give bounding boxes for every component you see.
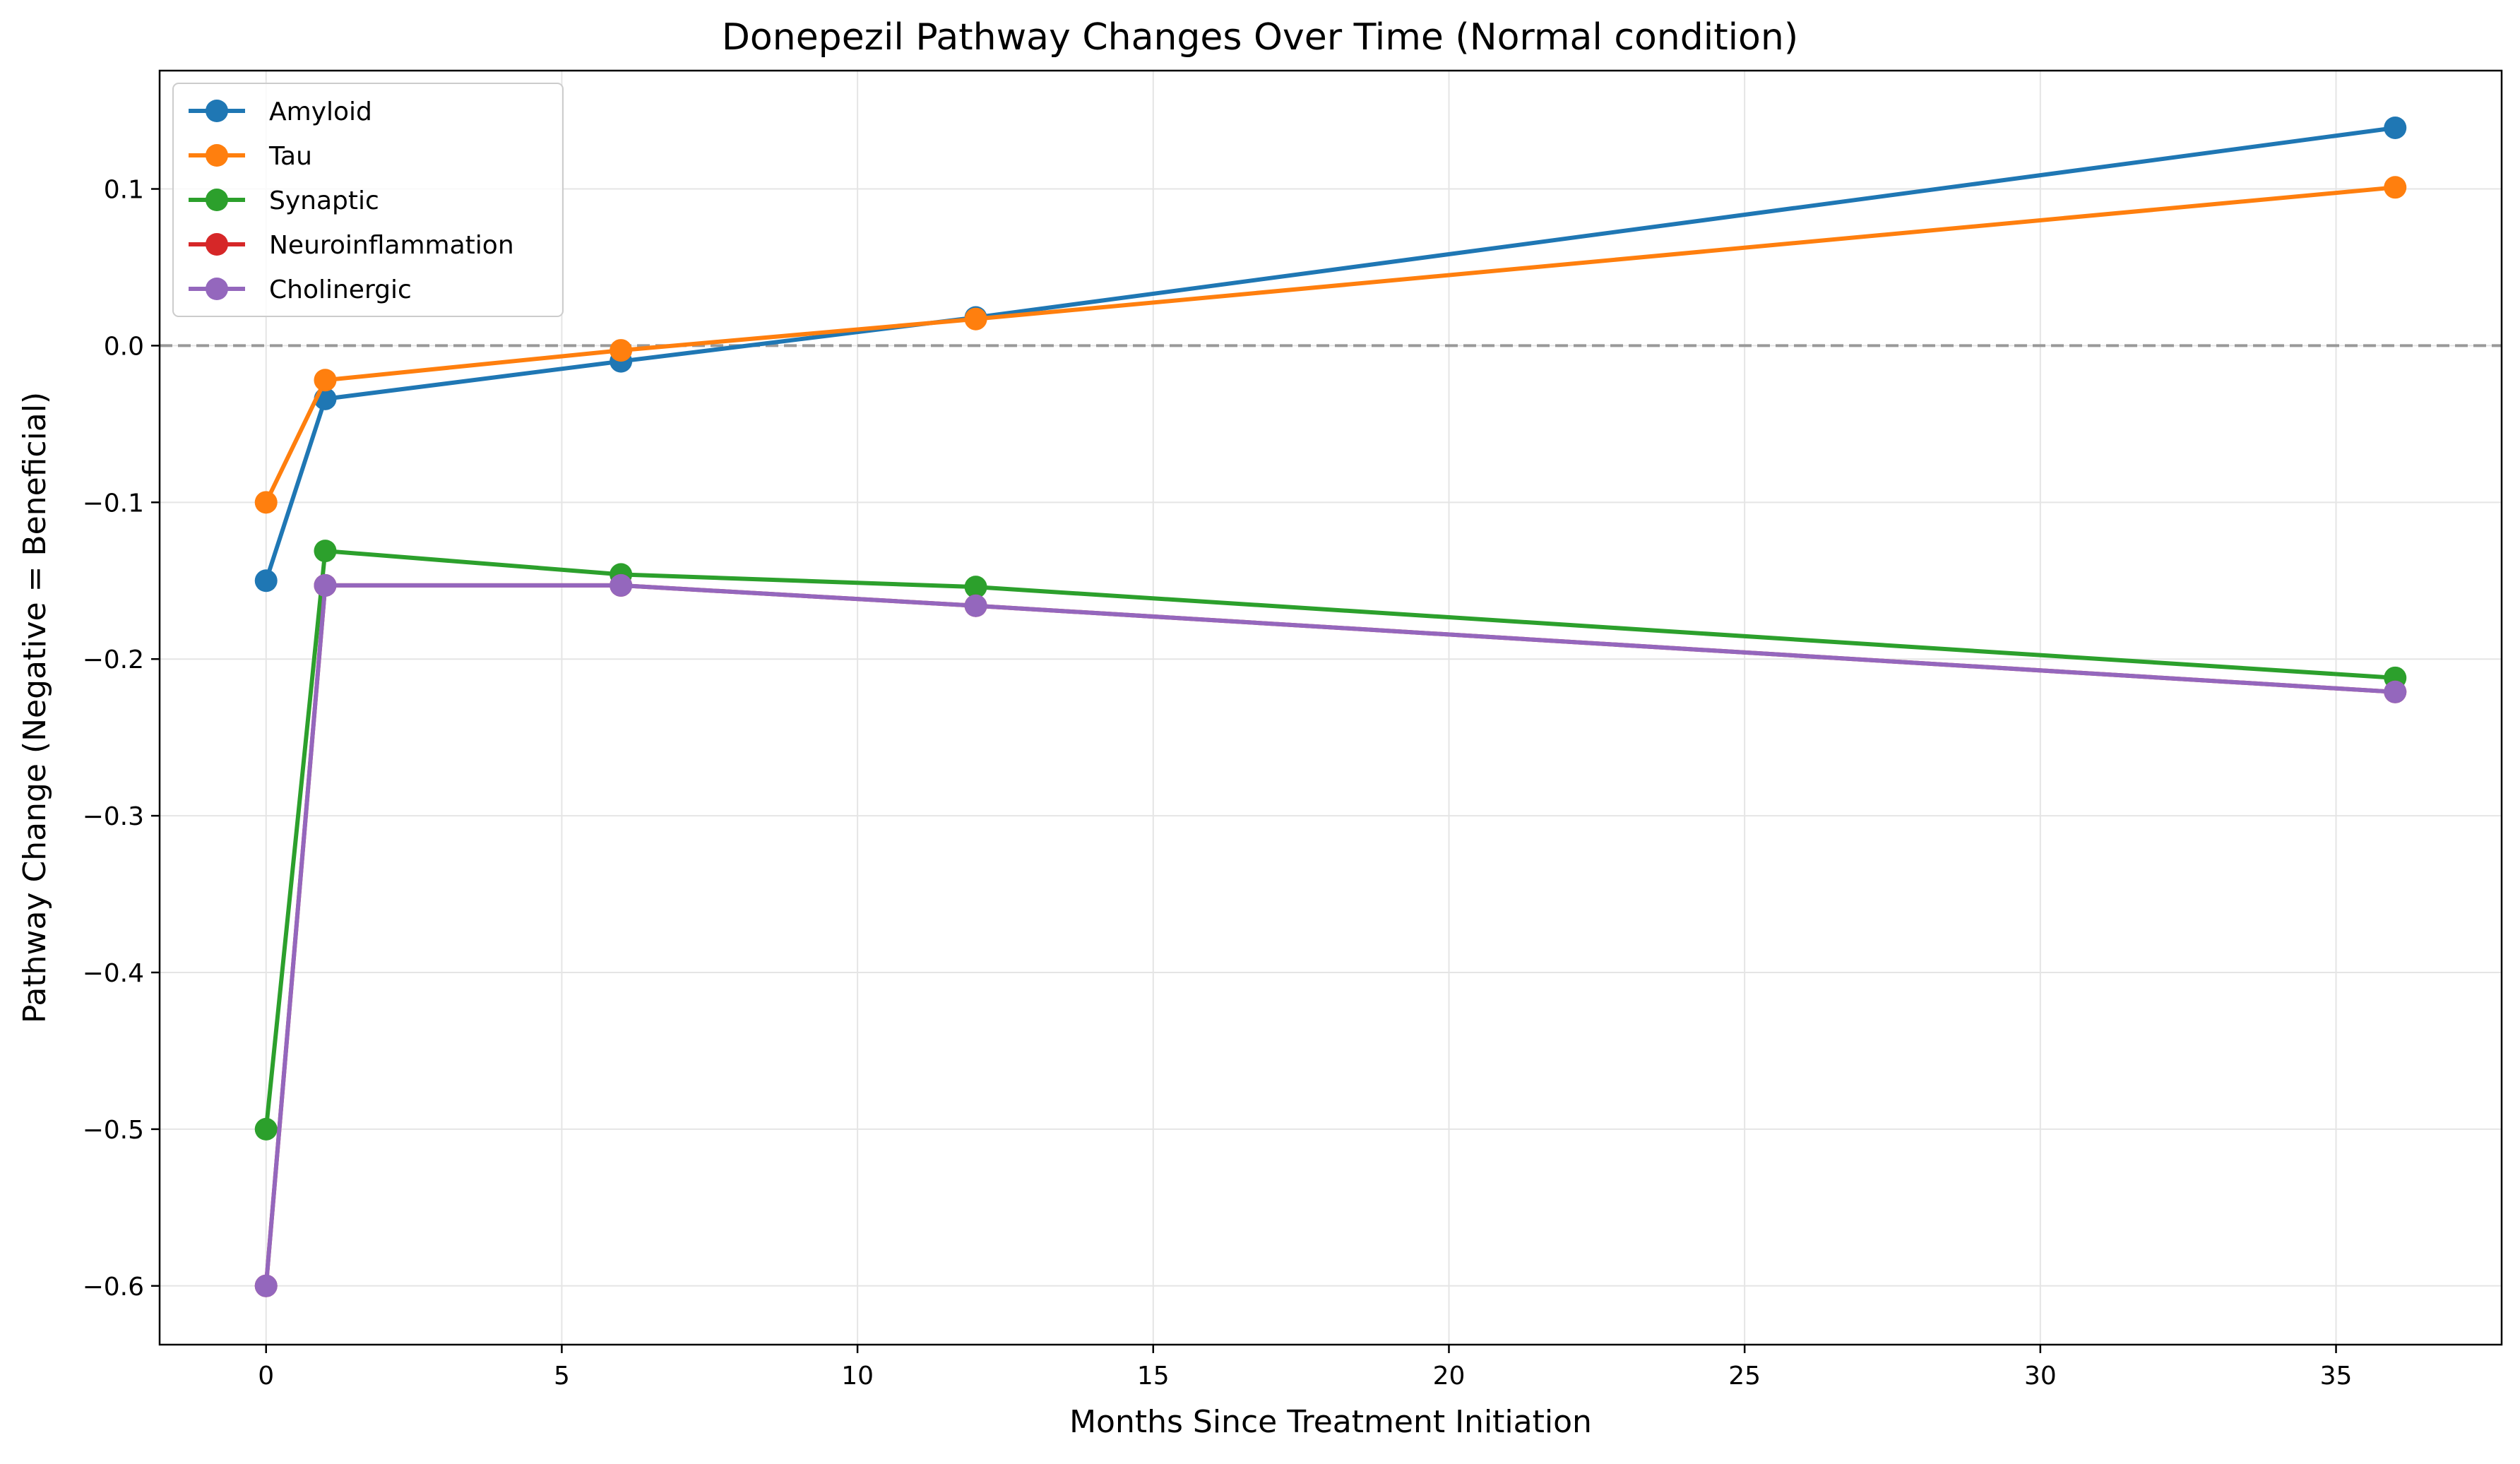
x-tick-label-0: 0 [258,1362,274,1391]
data-point-synaptic-1 [314,540,337,563]
data-point-cholinergic-0 [254,1274,278,1297]
y-tick-label-0: −0.6 [83,1273,144,1302]
series-tau [254,176,2407,514]
y-tick-label-6: 0.0 [104,332,144,361]
legend-marker-cholinergic [206,278,228,300]
grid [160,71,2502,1345]
data-point-amyloid-4 [2384,116,2407,139]
data-point-synaptic-0 [254,1117,278,1141]
data-point-synaptic-3 [964,576,987,599]
y-axis-label: Pathway Change (Negative = Beneficial) [17,392,53,1023]
data-point-cholinergic-2 [610,573,633,597]
plot-frame [158,69,2503,1346]
legend-marker-amyloid [206,100,228,122]
data-point-cholinergic-1 [314,573,337,597]
x-tick-label-2: 10 [841,1362,874,1391]
y-tick-label-7: 0.1 [104,176,144,205]
axis-ticks: 0 5 10 15 20 25 30 35 −0.6 −0.5 −0.4 −0.3 −0.2 −0.1 0.… [83,176,2353,1391]
data-point-cholinergic-3 [964,594,987,617]
series-cholinergic [254,573,2407,1297]
chart-title: Donepezil Pathway Changes Over Time (Nor… [722,16,1798,59]
y-tick-label-3: −0.3 [83,802,144,831]
legend-marker-neuroinflammation [206,233,228,256]
data-point-tau-3 [964,307,987,331]
x-tick-label-7: 35 [2320,1362,2353,1391]
series-group [254,116,2407,1297]
y-tick-label-2: −0.4 [83,959,144,988]
data-point-amyloid-0 [254,569,278,593]
y-tick-label-5: −0.1 [83,489,144,518]
data-point-tau-1 [314,369,337,392]
legend-label-amyloid: Amyloid [269,97,372,126]
y-tick-label-4: −0.2 [83,645,144,674]
x-axis-label: Months Since Treatment Initiation [1069,1404,1592,1440]
legend: Amyloid Tau Synaptic Neuroinflammation Choli… [172,83,564,317]
data-point-tau-4 [2384,176,2407,199]
legend-marker-tau [206,144,228,167]
data-point-cholinergic-4 [2384,680,2407,703]
x-tick-label-6: 30 [2024,1362,2057,1391]
data-point-tau-0 [254,491,278,514]
legend-label-synaptic: Synaptic [269,186,379,215]
legend-box [172,83,564,317]
x-tick-label-5: 25 [1728,1362,1761,1391]
data-point-tau-2 [610,339,633,362]
legend-label-tau: Tau [268,142,312,171]
y-tick-label-1: −0.5 [83,1116,144,1145]
legend-marker-synaptic [206,189,228,211]
legend-label-cholinergic: Cholinergic [269,275,412,304]
x-tick-label-3: 15 [1137,1362,1170,1391]
x-tick-label-4: 20 [1433,1362,1466,1391]
x-tick-label-1: 5 [554,1362,570,1391]
legend-label-neuroinflammation: Neuroinflammation [269,231,514,260]
